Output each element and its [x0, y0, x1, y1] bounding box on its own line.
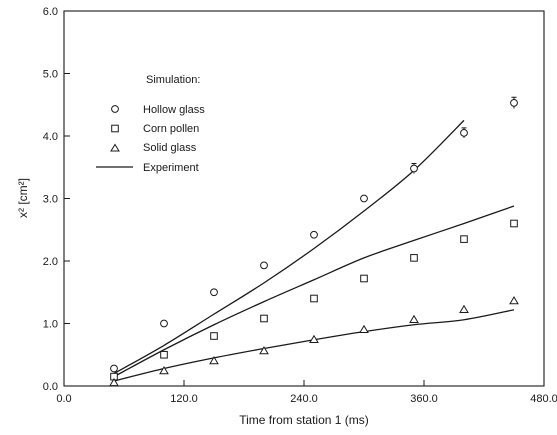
marker-corn-pollen: [360, 274, 368, 283]
y-tick-label: 0.0: [43, 381, 58, 393]
marker-corn-pollen: [310, 294, 318, 303]
marker-hollow-glass: [110, 364, 118, 373]
marker-solid-glass: [309, 334, 319, 344]
marker-corn-pollen: [510, 219, 518, 228]
marker-solid-glass: [359, 324, 369, 334]
y-tick-label: 4.0: [43, 131, 58, 143]
plot-frame: [63, 10, 545, 387]
y-axis-title-group: x² [cm²]: [16, 178, 30, 218]
marker-hollow-glass: [360, 194, 368, 203]
legend-title: Simulation:: [146, 74, 200, 86]
y-tick-label: 2.0: [43, 256, 58, 268]
marker-solid-glass: [159, 366, 169, 375]
marker-hollow-glass: [210, 288, 218, 297]
marker-hollow-glass: [410, 164, 418, 173]
marker-corn-pollen: [410, 254, 418, 262]
marker-hollow-glass: [510, 98, 518, 107]
marker-solid-glass: [509, 296, 519, 305]
legend-label-experiment: Experiment: [143, 162, 199, 174]
marker-corn-pollen: [210, 332, 218, 340]
axis-ticks: 0.0 120.0 240.0 360.0 480.0 0.0 1.0 2.0 3.0 4.0 5.…: [43, 6, 557, 405]
x-tick-label: 0.0: [56, 393, 71, 405]
x-tick-label: 360.0: [410, 393, 438, 405]
x-tick-label: 120.0: [170, 393, 198, 405]
marker-solid-glass: [409, 314, 419, 324]
experiment-line: [113, 205, 515, 378]
experiment-line: [113, 119, 465, 375]
legend-label-solid-glass: Solid glass: [143, 142, 197, 154]
marker-corn-pollen: [260, 314, 268, 323]
x-tick-label: 240.0: [290, 393, 318, 405]
marker-solid-glass: [209, 356, 219, 365]
legend-label-corn-pollen: Corn pollen: [143, 123, 199, 135]
marker-hollow-glass: [310, 230, 318, 239]
marker-solid-glass: [109, 377, 119, 387]
legend-triangle-marker: [110, 143, 120, 152]
marker-corn-pollen: [460, 235, 468, 243]
y-tick-label: 6.0: [43, 6, 58, 18]
x-tick-label: 480.0: [530, 393, 557, 405]
marker-solid-glass: [259, 346, 269, 355]
marker-corn-pollen: [160, 350, 168, 359]
marker-hollow-glass: [160, 319, 168, 328]
marker-solid-glass: [459, 304, 469, 314]
legend: Simulation: Hollow glass Corn pollen Sol…: [96, 74, 205, 174]
experiment-line: [113, 309, 515, 382]
legend-circle-marker: [111, 105, 119, 113]
x-axis-title: Time from station 1 (ms): [239, 413, 369, 427]
marker-hollow-glass: [260, 261, 268, 270]
marker-hollow-glass: [460, 128, 468, 137]
simulation-markers: [109, 96, 519, 387]
legend-label-hollow-glass: Hollow glass: [143, 104, 205, 116]
y-tick-label: 1.0: [43, 319, 58, 331]
y-tick-label: 3.0: [43, 194, 58, 206]
legend-square-marker: [111, 124, 119, 133]
y-axis-title: x² [cm²]: [16, 178, 30, 218]
y-tick-label: 5.0: [43, 69, 58, 81]
